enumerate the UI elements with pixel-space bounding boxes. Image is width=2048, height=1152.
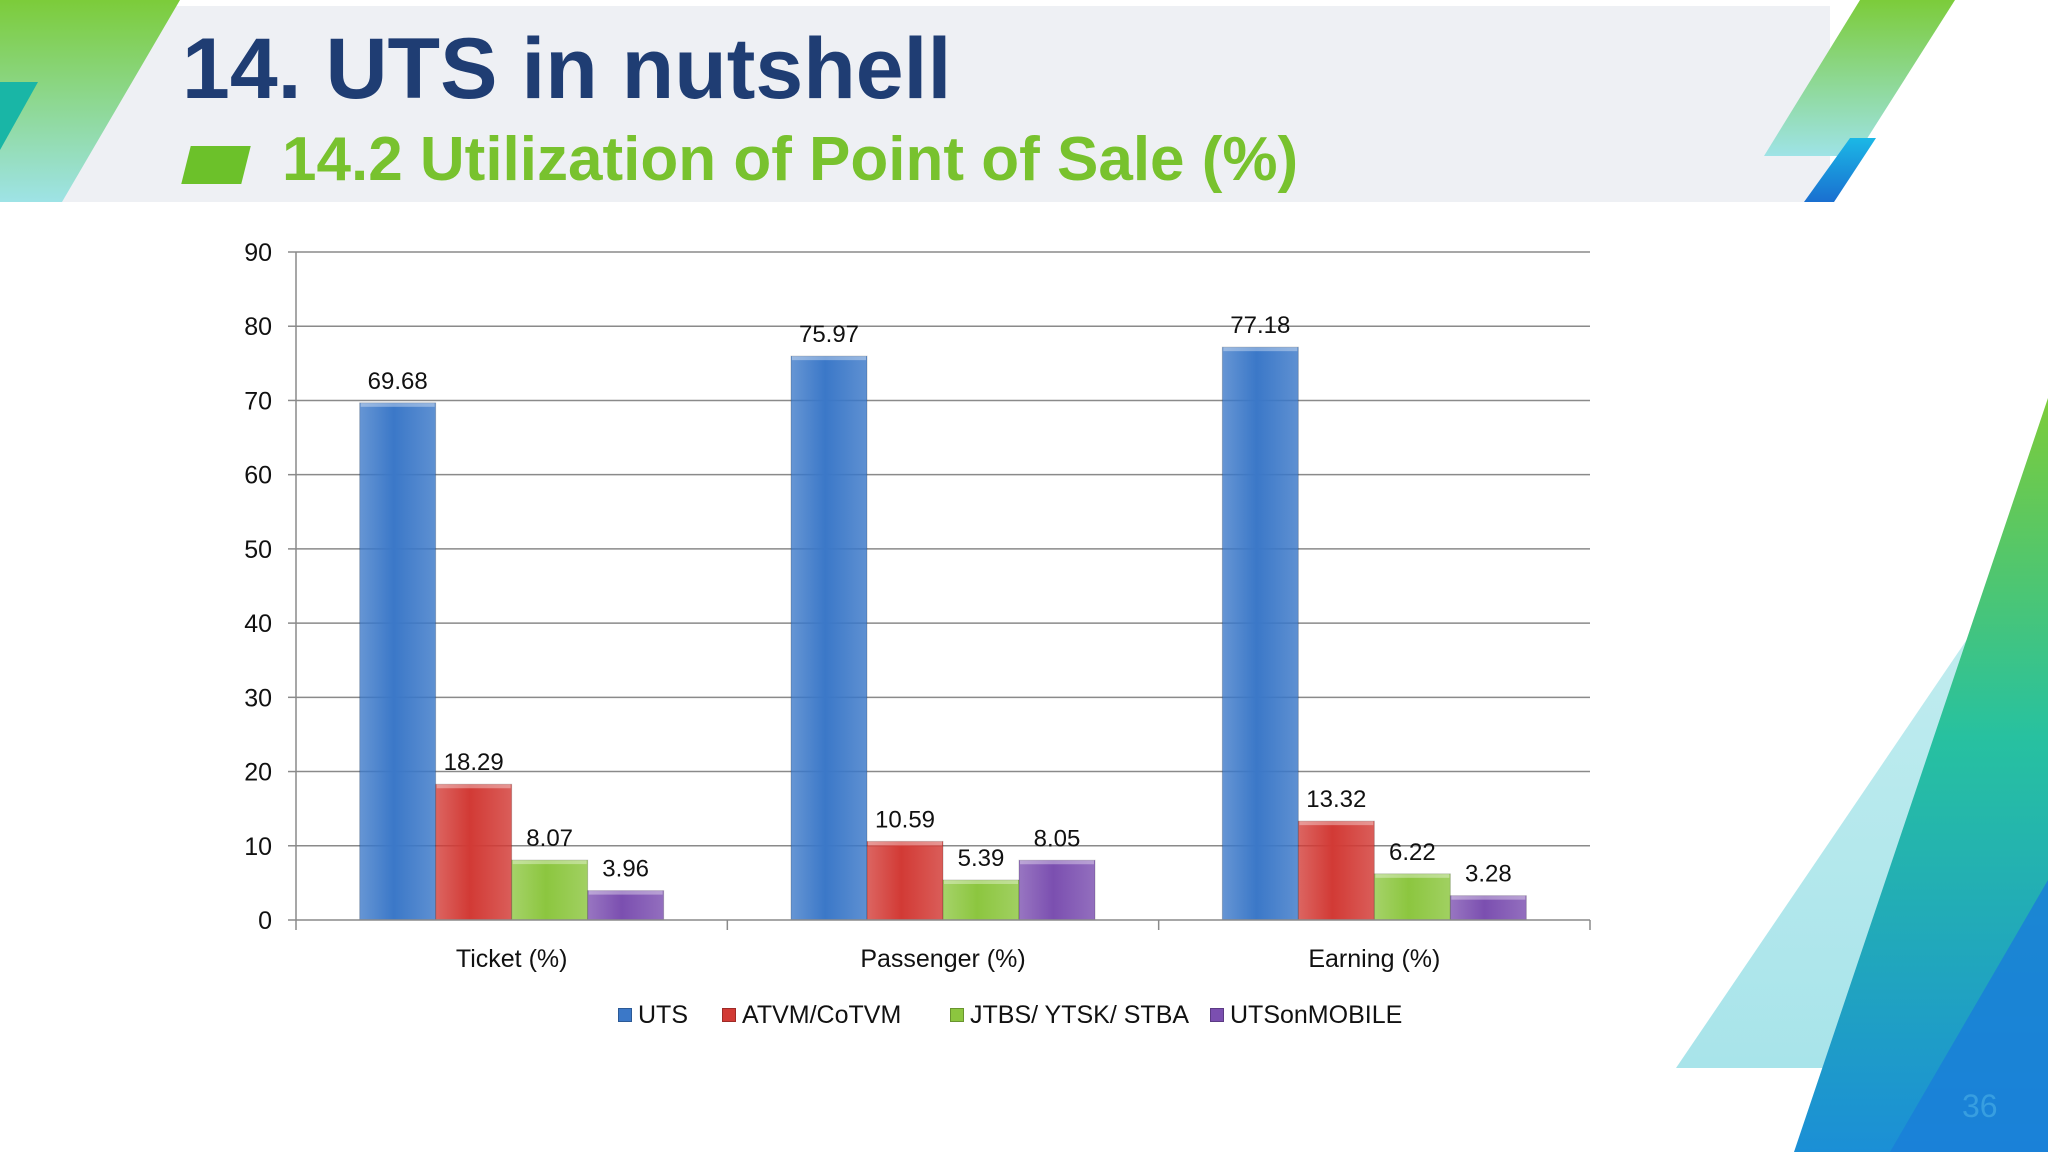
data-label: 8.07 bbox=[526, 825, 573, 852]
axes: 0 10 20 30 40 50 60 70 80 90 Ticket (%) Passenger (… bbox=[244, 239, 1591, 973]
y-tick-label: 0 bbox=[258, 907, 272, 935]
bar-top-highlight bbox=[1020, 860, 1094, 865]
data-label: 6.22 bbox=[1389, 839, 1436, 866]
bar-atvm-cotvm-2 bbox=[1297, 820, 1375, 921]
y-tick-label: 90 bbox=[244, 239, 272, 267]
bar-uts-0 bbox=[359, 402, 437, 921]
bar-top-highlight bbox=[360, 402, 435, 407]
legend-item: UTSonMOBILE bbox=[1210, 998, 1402, 1032]
bar-uts-2 bbox=[1221, 346, 1299, 921]
chart-legend: UTS ATVM/CoTVM JTBS/ YTSK/ STBA UTSonMOBILE bbox=[0, 998, 2048, 1032]
right-gradient-stripe bbox=[1794, 398, 2048, 1152]
data-label: 75.97 bbox=[799, 321, 859, 348]
x-category-label: Passenger (%) bbox=[860, 945, 1025, 973]
legend-swatch bbox=[950, 1008, 964, 1022]
legend-swatch bbox=[618, 1008, 632, 1022]
data-label: 8.05 bbox=[1034, 825, 1081, 852]
slide-number: 36 bbox=[1962, 1088, 1998, 1124]
bars bbox=[359, 346, 1527, 921]
bar-utsonmobile-0 bbox=[587, 890, 665, 921]
data-label: 3.28 bbox=[1465, 861, 1512, 888]
data-label: 3.96 bbox=[602, 856, 649, 883]
data-label: 69.68 bbox=[368, 368, 428, 395]
header-band bbox=[0, 6, 1830, 202]
legend-item: JTBS/ YTSK/ STBA bbox=[950, 998, 1189, 1032]
legend-swatch bbox=[722, 1008, 736, 1022]
data-label: 10.59 bbox=[875, 806, 935, 833]
bar-top-highlight bbox=[1223, 347, 1298, 352]
y-tick-label: 50 bbox=[244, 536, 272, 564]
legend-label: UTS bbox=[638, 1000, 688, 1029]
y-tick-label: 60 bbox=[244, 462, 272, 490]
slide-subtitle: 14.2 Utilization of Point of Sale (%) bbox=[282, 125, 1299, 194]
legend-label: ATVM/CoTVM bbox=[742, 1000, 902, 1029]
y-tick-label: 30 bbox=[244, 684, 272, 712]
legend-label: JTBS/ YTSK/ STBA bbox=[970, 1000, 1190, 1029]
legend-swatch bbox=[1210, 1008, 1224, 1022]
bar-jtbs-ytsk-stba-0 bbox=[511, 859, 589, 921]
y-tick-label: 20 bbox=[244, 759, 272, 787]
bar-jtbs-ytsk-stba-1 bbox=[942, 879, 1020, 921]
top-left-teal-accent bbox=[0, 82, 38, 150]
x-category-label: Earning (%) bbox=[1308, 945, 1440, 973]
bar-top-highlight bbox=[436, 784, 511, 789]
bar-uts-1 bbox=[790, 355, 868, 921]
bar-utsonmobile-2 bbox=[1449, 895, 1527, 921]
bar-top-highlight bbox=[1299, 821, 1374, 826]
y-tick-label: 80 bbox=[244, 313, 272, 341]
y-tick-label: 10 bbox=[244, 833, 272, 861]
x-category-label: Ticket (%) bbox=[456, 945, 568, 973]
right-blue-corner bbox=[1890, 880, 2048, 1152]
bar-top-highlight bbox=[868, 841, 942, 846]
bar-top-highlight bbox=[792, 356, 866, 361]
bar-atvm-cotvm-1 bbox=[866, 840, 944, 921]
bar-top-highlight bbox=[512, 860, 587, 865]
data-label: 77.18 bbox=[1230, 312, 1290, 339]
bar-jtbs-ytsk-stba-2 bbox=[1373, 873, 1451, 921]
legend-item: ATVM/CoTVM bbox=[722, 998, 901, 1032]
bar-top-highlight bbox=[944, 879, 1018, 884]
data-label: 18.29 bbox=[444, 749, 504, 776]
top-left-stripe bbox=[0, 0, 180, 202]
bar-utsonmobile-1 bbox=[1018, 859, 1096, 921]
bar-top-highlight bbox=[1375, 873, 1450, 878]
bar-atvm-cotvm-0 bbox=[435, 783, 513, 921]
slide-title: 14. UTS in nutshell bbox=[182, 21, 952, 117]
bar-top-highlight bbox=[588, 890, 663, 895]
top-right-blue-accent bbox=[1804, 138, 1876, 202]
y-tick-label: 70 bbox=[244, 387, 272, 415]
data-label: 13.32 bbox=[1306, 786, 1366, 813]
bar-top-highlight bbox=[1451, 895, 1526, 900]
y-tick-label: 40 bbox=[244, 610, 272, 638]
data-label: 5.39 bbox=[958, 845, 1005, 872]
top-right-stripe bbox=[1764, 0, 1955, 156]
legend-label: UTSonMOBILE bbox=[1230, 1000, 1403, 1029]
legend-item: UTS bbox=[618, 998, 688, 1032]
data-labels: 69.68 18.29 8.07 3.96 75.97 10.59 5.39 8.05 77.1… bbox=[368, 312, 1512, 888]
